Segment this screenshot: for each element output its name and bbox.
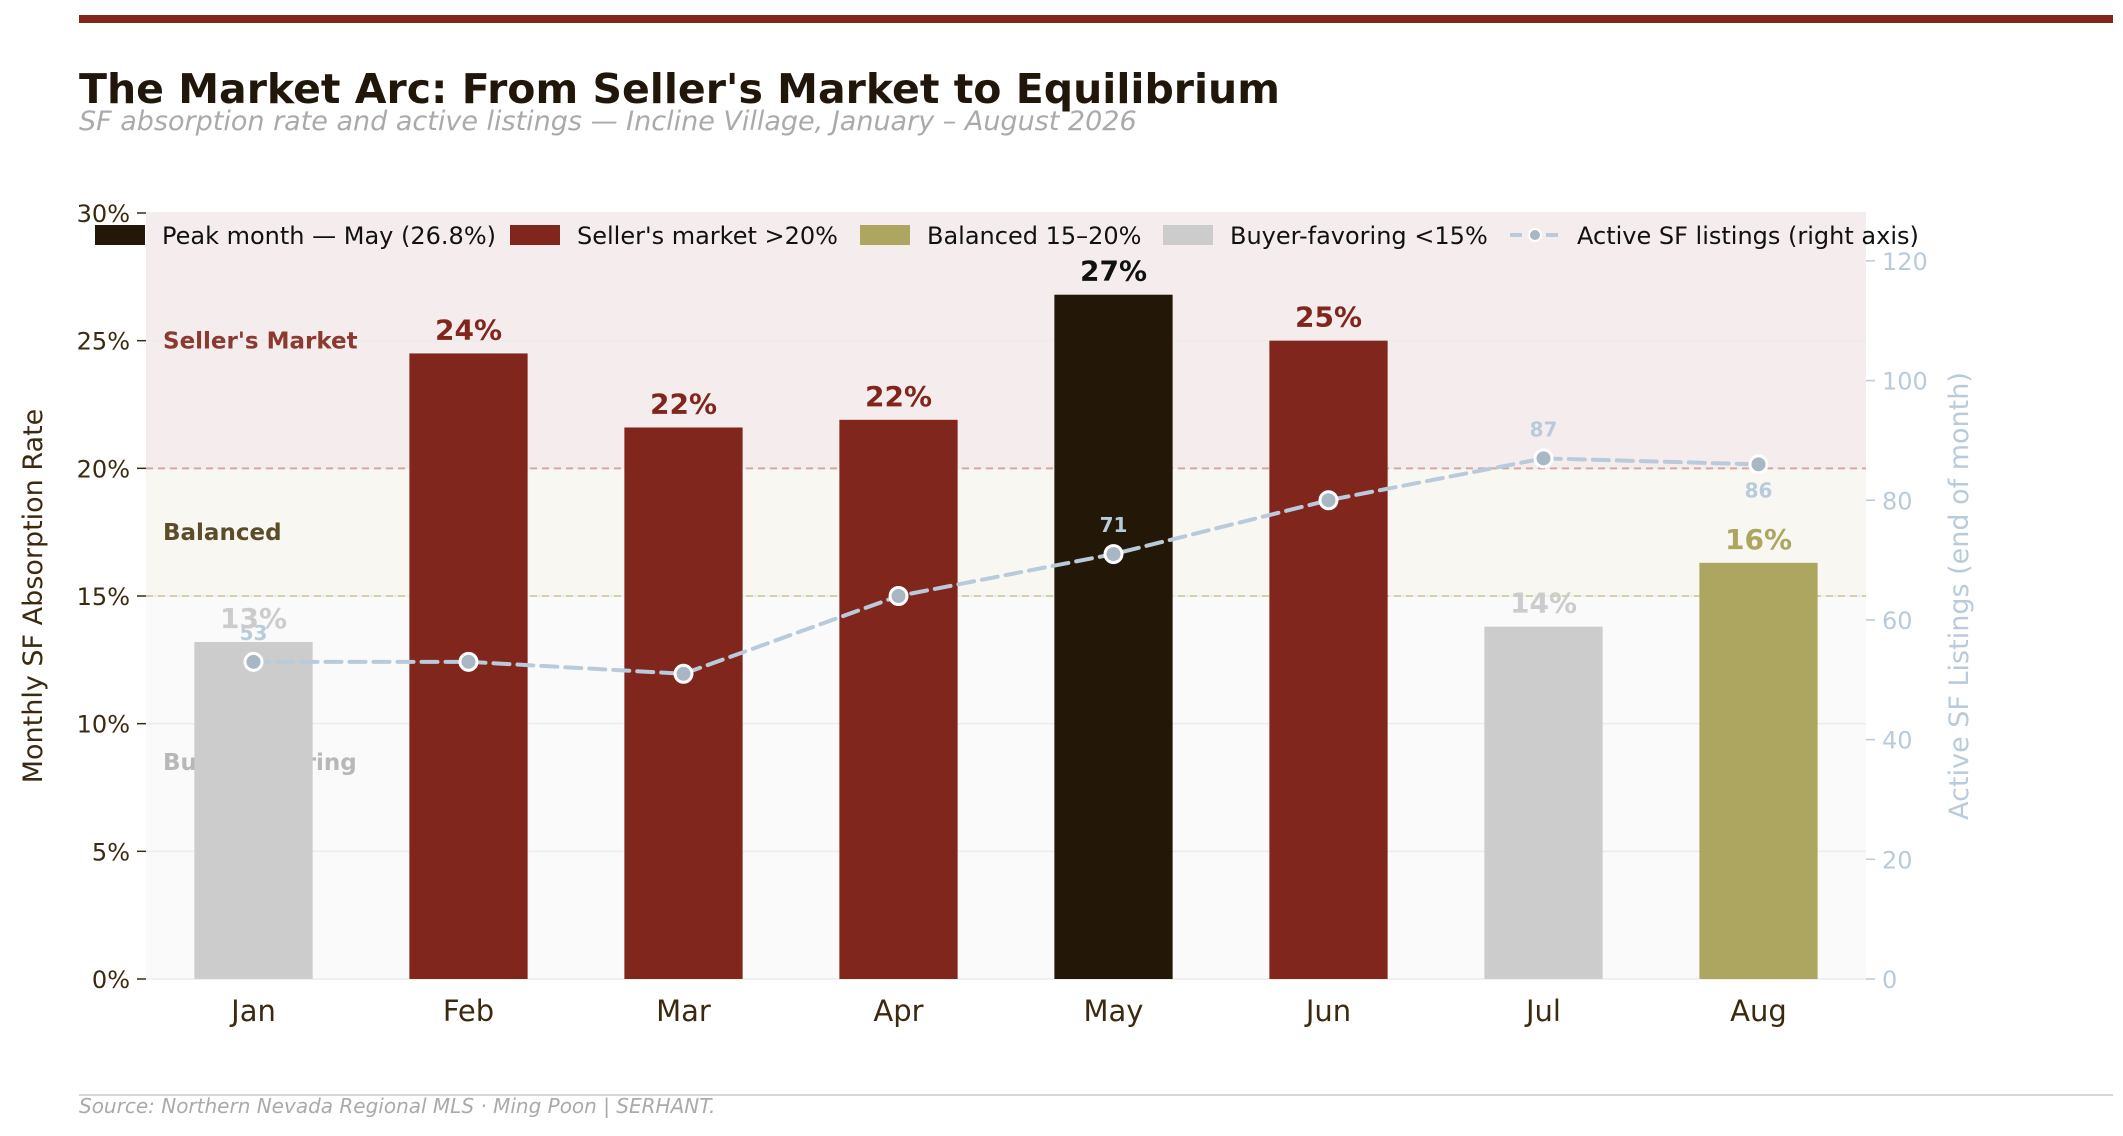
listings-point-label-jan: 53 (240, 621, 268, 645)
y2-tick-label-6: 120 (1882, 248, 1928, 276)
listings-point-label-jul: 87 (1530, 417, 1558, 441)
legend-label-1: Seller's market >20% (577, 222, 838, 250)
bar-label-mar: 22% (650, 387, 717, 420)
bar-label-jul: 14% (1510, 587, 1577, 620)
y-tick-label-0: 0% (92, 966, 130, 994)
chart-subtitle: SF absorption rate and active listings —… (79, 106, 1137, 137)
zone-label-0: Seller's Market (163, 329, 358, 355)
listings-point-apr (888, 586, 909, 606)
listings-line (251, 456, 1761, 676)
y-tick-label-3: 15% (77, 583, 130, 611)
y2-tick-label-0: 0 (1882, 966, 1897, 994)
x-tick-label-feb: Feb (443, 994, 494, 1028)
y-tick-label-4: 20% (77, 455, 130, 483)
y2-tick-label-5: 100 (1882, 368, 1928, 396)
bar-jun (1269, 340, 1388, 980)
listings-point-aug (1748, 454, 1769, 475)
listings-point-may (1103, 544, 1124, 565)
y-tick-label-1: 5% (92, 838, 130, 866)
chart-title: The Market Arc: From Seller's Market to … (79, 65, 1280, 113)
x-tick-label-apr: Apr (873, 994, 923, 1028)
x-tick-label-jan: Jan (229, 994, 276, 1028)
bar-mar (624, 427, 743, 980)
bar-label-aug: 16% (1725, 523, 1792, 556)
listings-point-feb (458, 651, 479, 672)
bar-label-jan: 13% (220, 602, 287, 635)
listings-point-jul (1533, 448, 1554, 469)
legend-label-4: Active SF listings (right axis) (1577, 222, 1919, 250)
listings-point-label-aug: 86 (1745, 478, 1773, 502)
y2-tick-label-2: 40 (1882, 727, 1913, 755)
y2-tick-label-1: 20 (1882, 846, 1913, 874)
legend-label-2: Balanced 15–20% (927, 222, 1141, 250)
bar-jul (1484, 626, 1603, 979)
bar-aug (1699, 562, 1818, 979)
zone-label-1: Balanced (163, 520, 282, 546)
legend: Peak month — May (26.8%) Seller's market … (95, 222, 1919, 250)
legend-swatch-1 (510, 225, 560, 245)
legend-swatch-2 (860, 225, 910, 245)
bar-jan (194, 641, 313, 979)
legend-label-0: Peak month — May (26.8%) (162, 222, 496, 250)
y-tick-label-6: 30% (77, 200, 130, 228)
bar-label-feb: 24% (435, 313, 502, 346)
top-accent-bar (79, 15, 2113, 23)
bar-may (1054, 294, 1173, 979)
source-note: Source: Northern Nevada Regional MLS · M… (79, 1094, 715, 1118)
y2-axis-label: Active SF Listings (end of month) (1944, 372, 1975, 820)
x-tick-label-may: May (1084, 994, 1144, 1028)
x-tick-label-jul: Jul (1524, 994, 1561, 1028)
bar-label-may: 27% (1080, 255, 1147, 288)
y-axis-label: Monthly SF Absorption Rate (18, 409, 49, 784)
legend-swatch-0 (95, 225, 145, 245)
bar-label-apr: 22% (865, 380, 932, 413)
listings-point-jan (243, 651, 264, 672)
y-tick-label-5: 25% (77, 328, 130, 356)
listings-point-label-may: 71 (1100, 513, 1128, 537)
plot-area: Seller's MarketBalancedBuyer-favoring0%5… (77, 200, 1928, 1028)
legend-swatch-3 (1163, 225, 1213, 245)
listings-point-jun (1318, 490, 1339, 511)
y-tick-label-2: 10% (77, 711, 130, 739)
zone-band-2 (146, 596, 1866, 979)
bar-apr (839, 419, 958, 979)
y2-tick-label-4: 80 (1882, 487, 1913, 515)
legend-marker-4 (1528, 228, 1542, 242)
listings-point-mar (673, 663, 694, 684)
x-tick-label-mar: Mar (656, 994, 711, 1028)
y2-tick-label-3: 60 (1882, 607, 1913, 635)
bar-label-jun: 25% (1295, 301, 1362, 334)
x-tick-label-jun: Jun (1304, 994, 1351, 1028)
legend-label-3: Buyer-favoring <15% (1230, 222, 1488, 250)
x-tick-label-aug: Aug (1730, 994, 1787, 1028)
